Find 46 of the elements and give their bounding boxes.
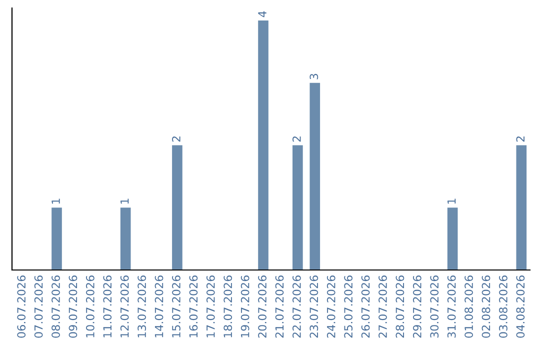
data-label: 1 [448, 198, 456, 204]
x-tick-label: 19.07.2026 [240, 276, 250, 338]
bar [52, 208, 62, 270]
bar [292, 145, 303, 270]
x-tick-label: 26.07.2026 [361, 276, 370, 338]
x-tick-label: 09.07.2026 [68, 276, 78, 338]
bar [120, 208, 131, 270]
x-tick-label: 14.07.2026 [154, 276, 164, 338]
x-tick-label: 07.07.2026 [34, 276, 43, 338]
x-tick-label: 30.07.2026 [430, 276, 439, 338]
data-label: 2 [172, 136, 180, 142]
bar [447, 208, 458, 270]
bar [258, 20, 268, 270]
x-tick-label: 27.07.2026 [378, 276, 387, 338]
data-label: 4 [258, 11, 266, 18]
data-label: 1 [120, 198, 129, 204]
x-tick-label: 20.07.2026 [258, 276, 266, 338]
data-label: 1 [52, 198, 60, 204]
x-tick-label: 22.07.2026 [292, 276, 301, 338]
x-tick-label: 08.07.2026 [52, 276, 60, 338]
x-tick-label: 17.07.2026 [206, 276, 215, 338]
bar [516, 145, 527, 270]
x-tick-label: 23.07.2026 [310, 276, 318, 338]
data-label: 2 [516, 136, 524, 142]
x-tick-label: 25.07.2026 [344, 276, 353, 338]
x-tick-label: 29.07.2026 [412, 276, 422, 338]
bar [310, 82, 320, 270]
x-tick-label: 02.08.2026 [482, 276, 490, 338]
x-tick-label: 21.07.2026 [275, 276, 284, 338]
bar [172, 145, 182, 270]
x-tick-label: 04.08.2026 [516, 276, 525, 338]
x-tick-label: 12.07.2026 [120, 276, 129, 338]
x-tick-label: 15.07.2026 [172, 276, 180, 338]
data-label: 2 [292, 136, 301, 142]
x-tick-label: 24.07.2026 [326, 276, 336, 338]
x-tick-label: 16.07.2026 [189, 276, 198, 338]
data-label: 3 [310, 74, 318, 80]
x-tick-label: 03.08.2026 [499, 276, 508, 338]
x-tick-label: 01.08.2026 [464, 276, 473, 338]
x-tick-label: 06.07.2026 [17, 276, 26, 338]
x-tick-label: 28.07.2026 [396, 276, 404, 338]
x-tick-label: 31.07.2026 [447, 276, 456, 338]
x-tick-label: 10.07.2026 [86, 276, 94, 338]
x-tick-label: 18.07.2026 [224, 276, 232, 338]
x-tick-label: 11.07.2026 [103, 276, 112, 338]
x-tick-label: 13.07.2026 [138, 276, 146, 338]
